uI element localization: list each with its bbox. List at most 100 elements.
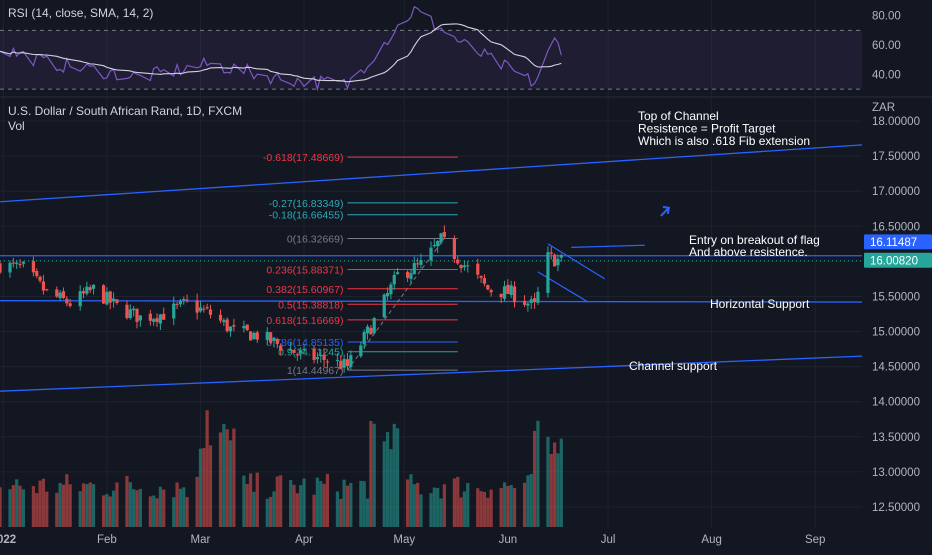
candle[interactable]	[506, 279, 510, 295]
candle[interactable]	[532, 292, 537, 309]
candle[interactable]	[412, 256, 416, 275]
main-chart-title[interactable]: U.S. Dollar / South African Rand, 1D, FX…	[8, 104, 243, 118]
candle[interactable]	[272, 336, 276, 348]
candle[interactable]	[225, 317, 229, 333]
candle[interactable]	[265, 327, 269, 346]
candle[interactable]	[319, 349, 323, 363]
candle[interactable]	[395, 268, 400, 275]
candle[interactable]	[182, 296, 186, 305]
candle[interactable]	[178, 298, 183, 308]
annotation-entry[interactable]: Entry on breakout of flag	[689, 233, 820, 247]
rsi-sma-line[interactable]	[0, 23, 562, 83]
candle[interactable]	[502, 280, 507, 302]
candle[interactable]	[31, 256, 36, 277]
candle[interactable]	[248, 330, 253, 341]
candle[interactable]	[55, 286, 59, 298]
price-tag[interactable]	[864, 252, 932, 268]
candle[interactable]	[132, 305, 136, 317]
candle[interactable]	[322, 348, 326, 367]
candle[interactable]	[556, 254, 560, 272]
volume-label[interactable]: Vol	[8, 119, 25, 133]
candle[interactable]	[148, 309, 152, 326]
annotation-top-channel[interactable]: Resistence = Profit Target	[638, 122, 776, 136]
candle[interactable]	[8, 260, 12, 278]
trend-line[interactable]	[0, 144, 863, 203]
candle[interactable]	[38, 275, 42, 283]
time-axis[interactable]: 2022 Feb Mar Apr May Jun Jul Aug Sep	[0, 534, 825, 546]
candle[interactable]	[111, 292, 116, 308]
candle[interactable]	[78, 285, 82, 311]
candle[interactable]	[369, 325, 373, 335]
candle[interactable]	[365, 324, 370, 340]
candle[interactable]	[295, 352, 299, 361]
candle[interactable]	[222, 318, 226, 327]
candle[interactable]	[489, 288, 493, 297]
arrow-up-icon[interactable]	[660, 205, 671, 217]
candle[interactable]	[41, 274, 46, 295]
candle[interactable]	[522, 295, 527, 308]
candle[interactable]	[345, 353, 350, 371]
candle[interactable]	[128, 304, 132, 320]
candle[interactable]	[462, 260, 467, 271]
candle[interactable]	[175, 302, 179, 310]
candle[interactable]	[385, 287, 390, 301]
candle[interactable]	[482, 274, 487, 287]
candle[interactable]	[476, 258, 480, 279]
annotation-horizontal-support[interactable]: Horizontal Support	[710, 297, 810, 311]
candle[interactable]	[208, 304, 213, 319]
price-tag[interactable]	[864, 234, 932, 250]
rsi-pane[interactable]	[0, 5, 862, 92]
candle[interactable]	[11, 257, 15, 268]
candle[interactable]	[299, 347, 303, 360]
candle[interactable]	[18, 259, 22, 269]
candle[interactable]	[409, 268, 413, 284]
candle[interactable]	[101, 284, 106, 305]
candle[interactable]	[135, 308, 139, 329]
candle[interactable]	[85, 281, 89, 296]
candle[interactable]	[125, 300, 129, 320]
candle[interactable]	[389, 282, 393, 300]
candle[interactable]	[459, 264, 463, 273]
annotation-top-channel[interactable]: Which is also .618 Fib extension	[638, 134, 810, 148]
candle[interactable]	[279, 343, 283, 356]
candle[interactable]	[335, 353, 340, 367]
rsi-indicator-label[interactable]: RSI (14, close, SMA, 14, 2)	[8, 6, 154, 20]
candle[interactable]	[439, 232, 443, 245]
candle[interactable]	[486, 284, 490, 291]
candle[interactable]	[499, 293, 503, 304]
candle[interactable]	[406, 270, 410, 282]
candle[interactable]	[289, 342, 293, 352]
candle[interactable]	[105, 287, 109, 306]
candle[interactable]	[512, 281, 517, 308]
candle[interactable]	[108, 290, 112, 310]
candle[interactable]	[228, 326, 233, 337]
candle[interactable]	[45, 288, 49, 292]
candle[interactable]	[392, 270, 396, 290]
candle[interactable]	[269, 331, 273, 345]
candle[interactable]	[88, 284, 92, 293]
candle[interactable]	[529, 295, 533, 310]
trend-line[interactable]	[0, 300, 863, 303]
candles[interactable]	[0, 225, 563, 373]
candle[interactable]	[362, 329, 366, 350]
price-axis[interactable]: 18.0000017.5000017.0000016.5000016.00000…	[864, 11, 932, 514]
flag-upper-line[interactable]	[547, 243, 606, 280]
flag-lower-line[interactable]	[537, 271, 589, 303]
candle[interactable]	[442, 225, 446, 239]
candle[interactable]	[509, 280, 513, 298]
candle[interactable]	[275, 337, 279, 349]
candle[interactable]	[198, 301, 203, 313]
fib-retracement[interactable]: -0.618(17.48669) -0.27(16.83349)-0.18(16.…	[263, 152, 458, 377]
candle[interactable]	[68, 299, 72, 308]
candle[interactable]	[339, 355, 343, 370]
candle[interactable]	[479, 275, 483, 283]
candle[interactable]	[152, 317, 156, 326]
annotation-channel-support[interactable]: Channel support	[629, 359, 718, 373]
rsi-line[interactable]	[0, 5, 562, 92]
candle[interactable]	[15, 259, 19, 269]
candle[interactable]	[549, 246, 553, 260]
candle[interactable]	[436, 240, 440, 253]
